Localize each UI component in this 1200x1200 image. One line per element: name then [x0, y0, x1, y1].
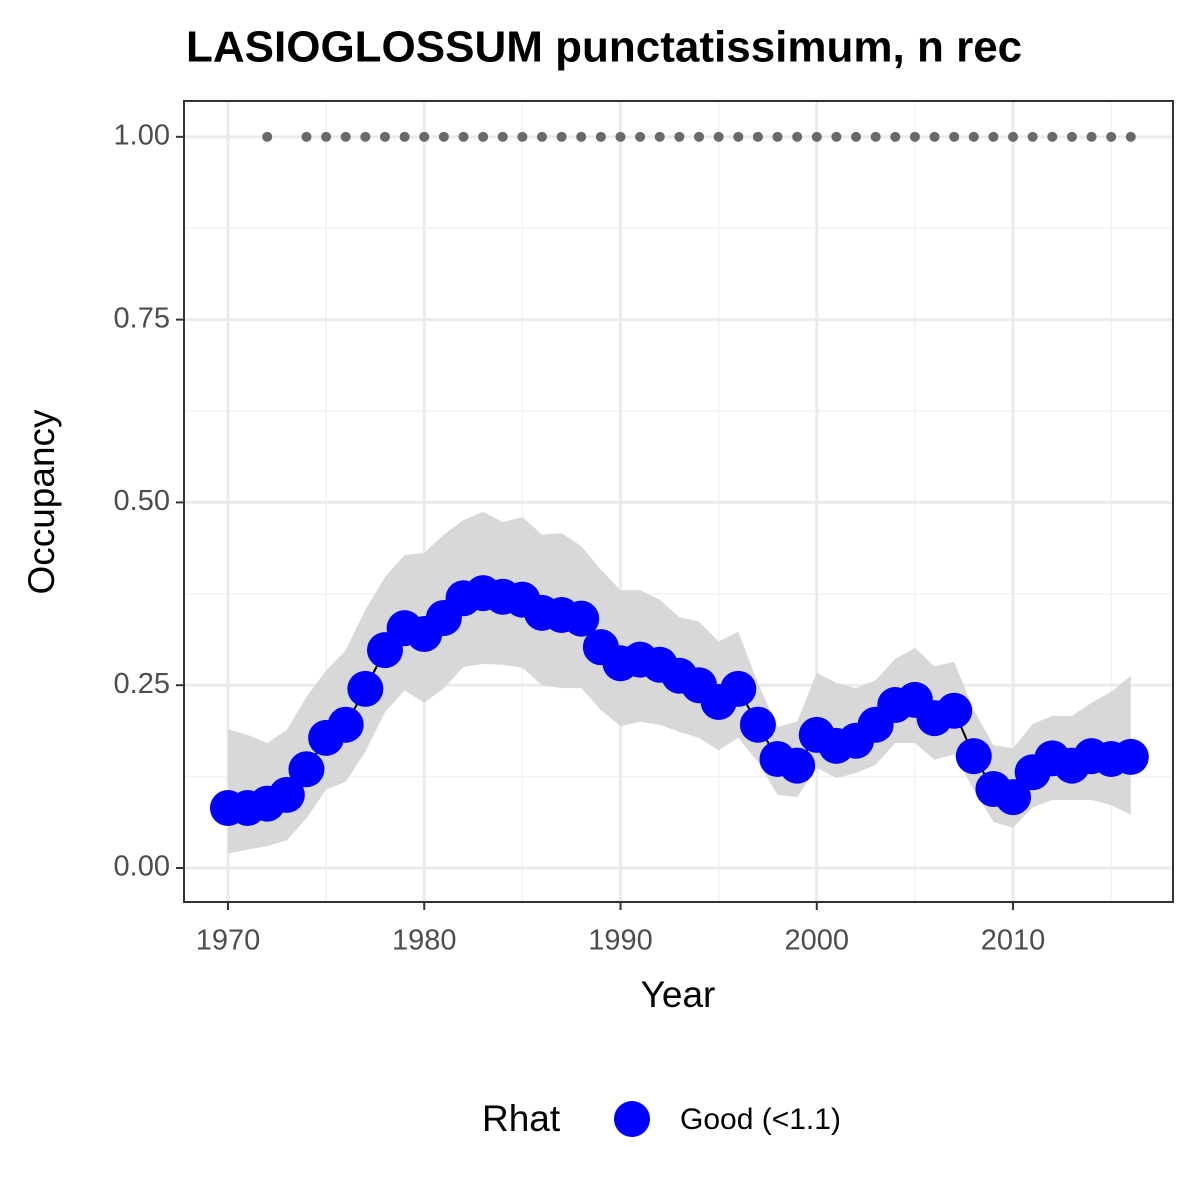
data-point [347, 670, 384, 707]
data-point [739, 706, 776, 743]
record-dot [458, 131, 469, 142]
data-point [936, 692, 973, 729]
x-axis-title: Year [641, 974, 716, 1015]
record-dot [949, 131, 960, 142]
record-dot [890, 131, 901, 142]
record-dot [635, 131, 646, 142]
record-dot [321, 131, 332, 142]
record-dot [929, 131, 940, 142]
y-tick-label: 0.75 [114, 302, 170, 334]
data-point [995, 779, 1032, 816]
x-tick-label: 2010 [981, 925, 1046, 957]
record-dot [262, 131, 273, 142]
data-point [563, 600, 600, 637]
record-dot [360, 131, 371, 142]
record-dot [752, 131, 763, 142]
record-dot [831, 131, 842, 142]
record-dot [379, 131, 390, 142]
record-dot [438, 131, 449, 142]
record-dot [1066, 131, 1077, 142]
legend-label: Good (<1.1) [680, 1103, 841, 1136]
x-tick-label: 1980 [392, 925, 457, 957]
record-dot [301, 131, 312, 142]
record-dot [1047, 131, 1058, 142]
record-dot [1027, 131, 1038, 142]
data-point [288, 751, 325, 788]
record-dot [811, 131, 822, 142]
record-dot [1086, 131, 1097, 142]
data-point [1112, 738, 1149, 775]
chart-title: LASIOGLOSSUM punctatissimum, n rec [186, 23, 1022, 72]
record-dot [674, 131, 685, 142]
record-dot [870, 131, 881, 142]
y-tick-label: 0.25 [114, 668, 170, 700]
x-tick-label: 2000 [785, 925, 850, 957]
record-dot [733, 131, 744, 142]
record-dot [1106, 131, 1117, 142]
record-dot [694, 131, 705, 142]
record-dot [988, 131, 999, 142]
record-dot [654, 131, 665, 142]
record-dot [497, 131, 508, 142]
record-dot [478, 131, 489, 142]
record-dot [576, 131, 587, 142]
data-point [268, 776, 305, 813]
record-dot [909, 131, 920, 142]
record-dot [713, 131, 724, 142]
panel-border [183, 100, 1174, 903]
legend-marker [614, 1101, 650, 1137]
y-tick-label: 0.50 [114, 485, 170, 517]
record-dot [1125, 131, 1136, 142]
record-dot [340, 131, 351, 142]
record-dot [399, 131, 410, 142]
record-dot [419, 131, 430, 142]
record-dot [615, 131, 626, 142]
y-tick-label: 0.00 [114, 851, 170, 883]
record-dot [792, 131, 803, 142]
data-point [955, 738, 992, 775]
record-dot [517, 131, 528, 142]
x-tick-label: 1990 [588, 925, 653, 957]
record-dot [595, 131, 606, 142]
record-dot [851, 131, 862, 142]
x-tick-label: 1970 [196, 925, 261, 957]
data-point [327, 706, 364, 743]
record-dot [1008, 131, 1019, 142]
record-dot [772, 131, 783, 142]
y-tick-label: 1.00 [114, 119, 170, 151]
record-dot [556, 131, 567, 142]
data-point [779, 747, 816, 784]
legend-title: Rhat [482, 1098, 561, 1139]
data-point [720, 670, 757, 707]
y-axis-title: Occupancy [21, 409, 62, 595]
record-dot [968, 131, 979, 142]
record-dot [536, 131, 547, 142]
